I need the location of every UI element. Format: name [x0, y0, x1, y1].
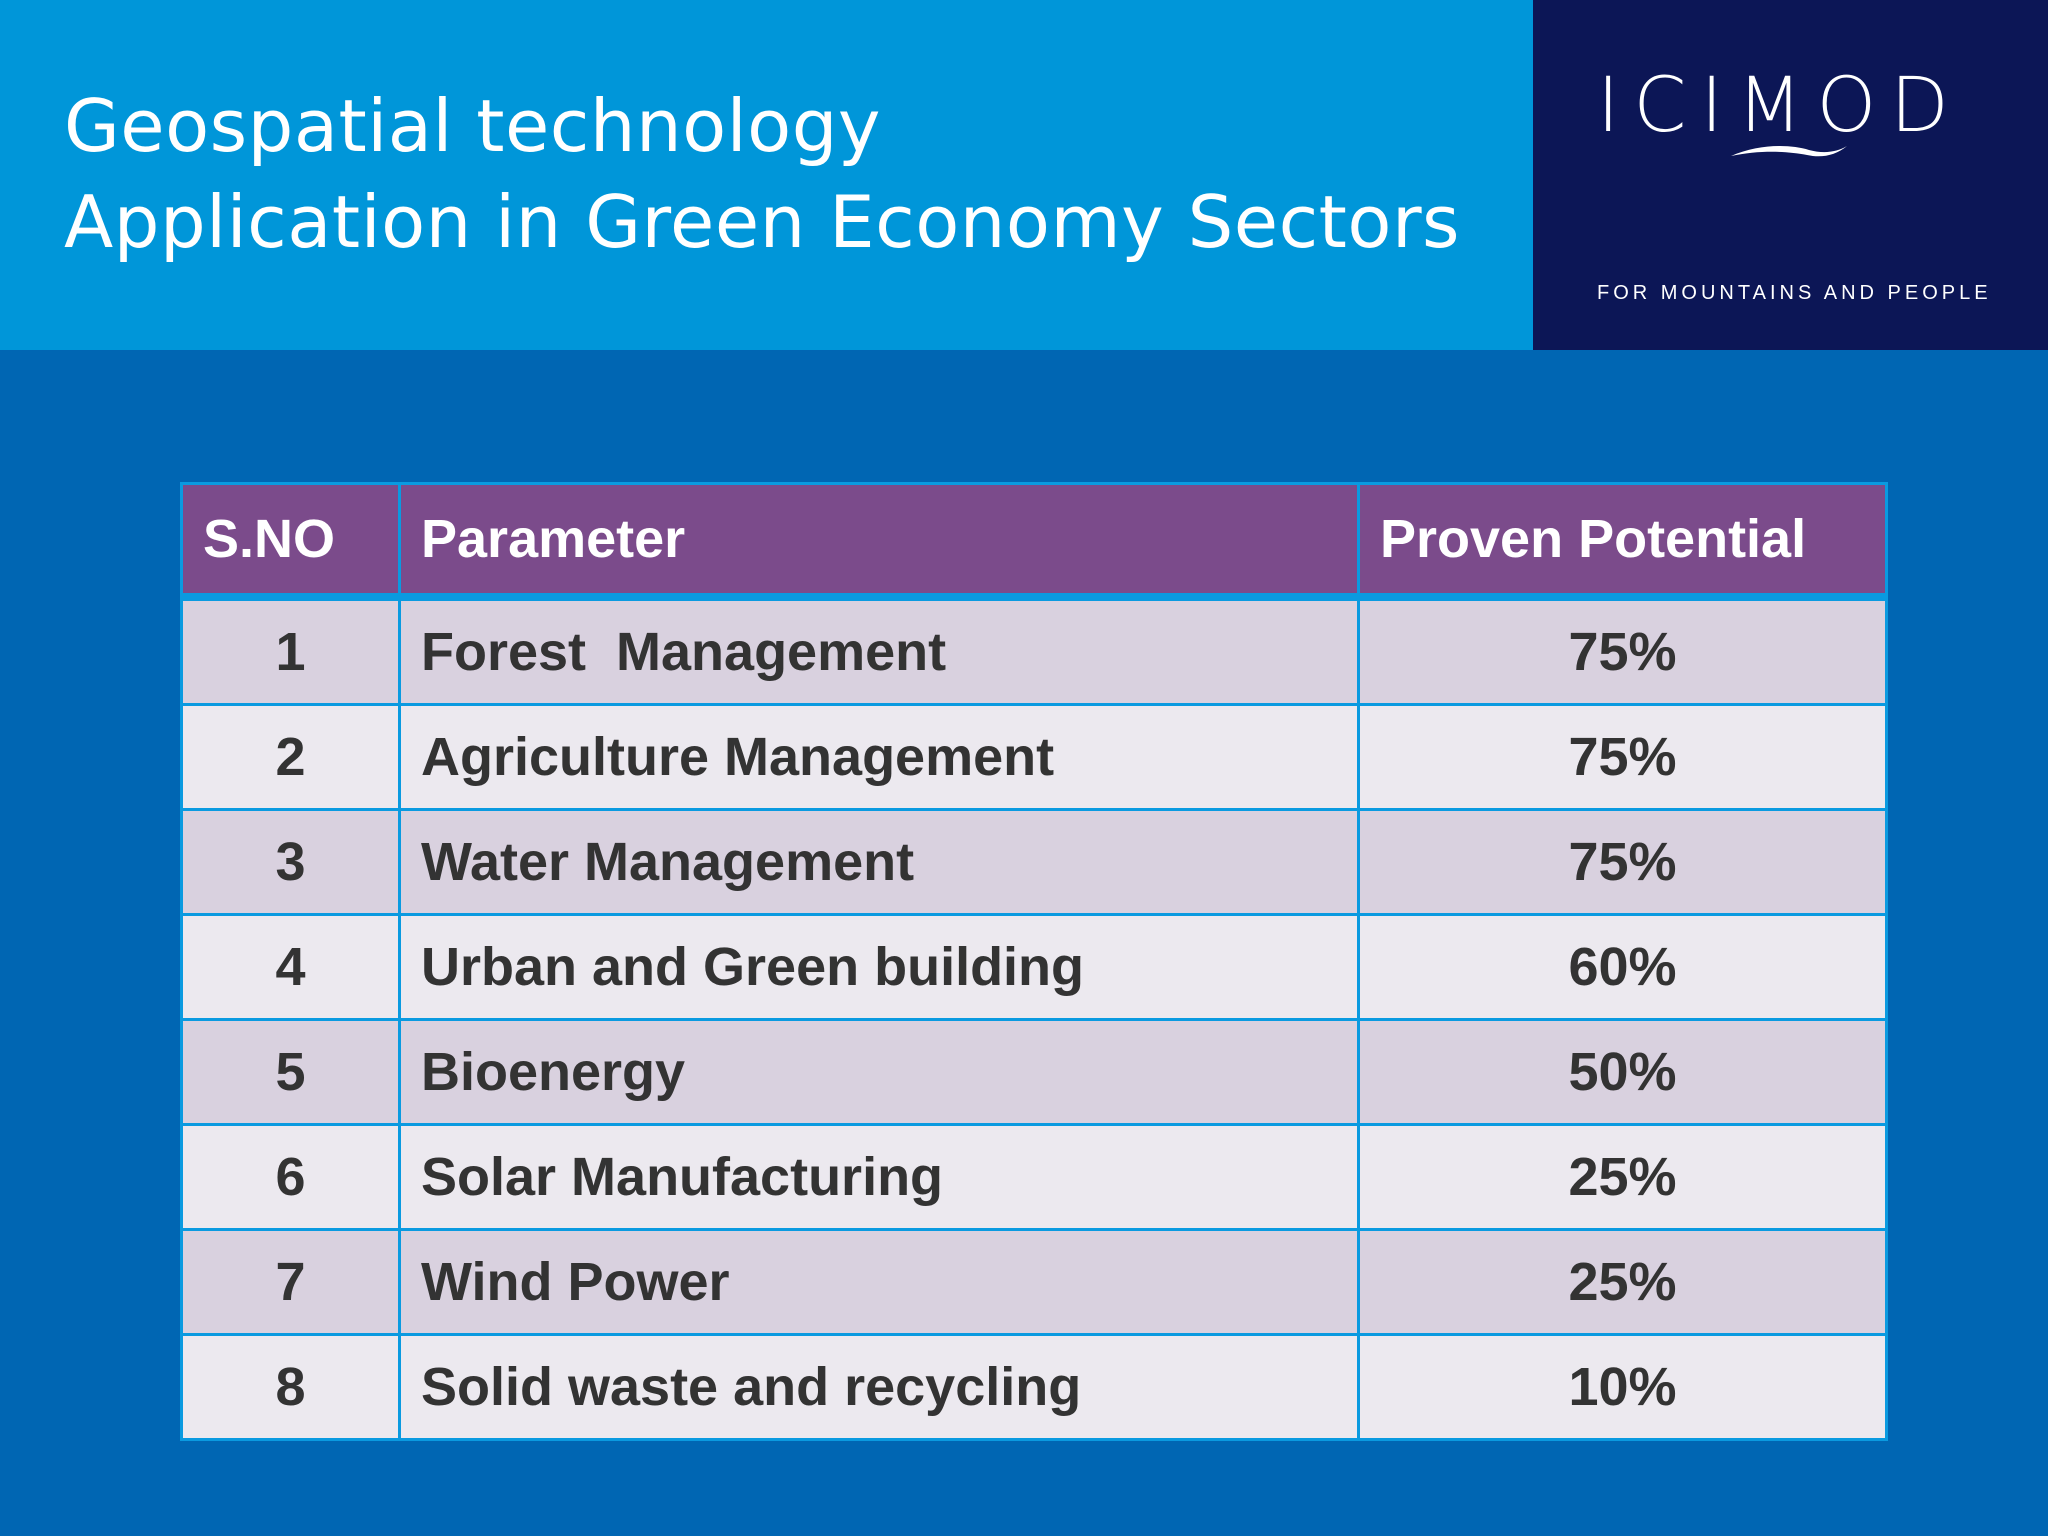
table-row: 6 Solar Manufacturing 25%	[180, 1123, 1888, 1231]
cell-parameter: Solid waste and recycling	[398, 1333, 1360, 1441]
column-header-potential: Proven Potential	[1357, 482, 1888, 601]
table-row: 1 Forest Management 75%	[180, 595, 1888, 706]
cell-sno: 8	[180, 1333, 401, 1441]
cell-parameter: Bioenergy	[398, 1018, 1360, 1126]
slide-title: Geospatial technology Application in Gre…	[64, 78, 1460, 270]
cell-sno: 2	[180, 703, 401, 811]
cell-potential: 10%	[1357, 1333, 1888, 1441]
cell-parameter: Wind Power	[398, 1228, 1360, 1336]
wave-icon	[1731, 146, 1847, 157]
table-row: 8 Solid waste and recycling 10%	[180, 1333, 1888, 1441]
cell-sno: 3	[180, 808, 401, 916]
cell-sno: 4	[180, 913, 401, 1021]
table-row: 7 Wind Power 25%	[180, 1228, 1888, 1336]
table-row: 2 Agriculture Management 75%	[180, 703, 1888, 811]
cell-potential: 50%	[1357, 1018, 1888, 1126]
cell-sno: 6	[180, 1123, 401, 1231]
title-line-1: Geospatial technology	[64, 84, 882, 168]
icimod-logo: ICIMOD FOR MOUNTAINS AND PEOPLE	[1533, 0, 2048, 350]
cell-parameter: Agriculture Management	[398, 703, 1360, 811]
cell-sno: 7	[180, 1228, 401, 1336]
cell-potential: 25%	[1357, 1228, 1888, 1336]
title-line-2: Application in Green Economy Sectors	[64, 180, 1461, 264]
cell-parameter: Urban and Green building	[398, 913, 1360, 1021]
cell-parameter: Water Management	[398, 808, 1360, 916]
cell-potential: 75%	[1357, 595, 1888, 706]
column-header-parameter: Parameter	[398, 482, 1360, 601]
cell-parameter: Forest Management	[398, 595, 1360, 706]
logo-tagline: FOR MOUNTAINS AND PEOPLE	[1597, 282, 1992, 304]
cell-sno: 1	[180, 595, 401, 706]
title-banner: Geospatial technology Application in Gre…	[0, 0, 1533, 350]
green-economy-table: S.NO Parameter Proven Potential 1 Forest…	[180, 482, 1888, 1441]
table-row: 3 Water Management 75%	[180, 808, 1888, 916]
cell-potential: 75%	[1357, 703, 1888, 811]
cell-parameter: Solar Manufacturing	[398, 1123, 1360, 1231]
table-row: 5 Bioenergy 50%	[180, 1018, 1888, 1126]
cell-sno: 5	[180, 1018, 401, 1126]
column-header-sno: S.NO	[180, 482, 401, 601]
table-header-row: S.NO Parameter Proven Potential	[180, 482, 1888, 601]
table-row: 4 Urban and Green building 60%	[180, 913, 1888, 1021]
cell-potential: 25%	[1357, 1123, 1888, 1231]
logo-wordmark: ICIMOD	[1597, 60, 1963, 149]
cell-potential: 75%	[1357, 808, 1888, 916]
cell-potential: 60%	[1357, 913, 1888, 1021]
